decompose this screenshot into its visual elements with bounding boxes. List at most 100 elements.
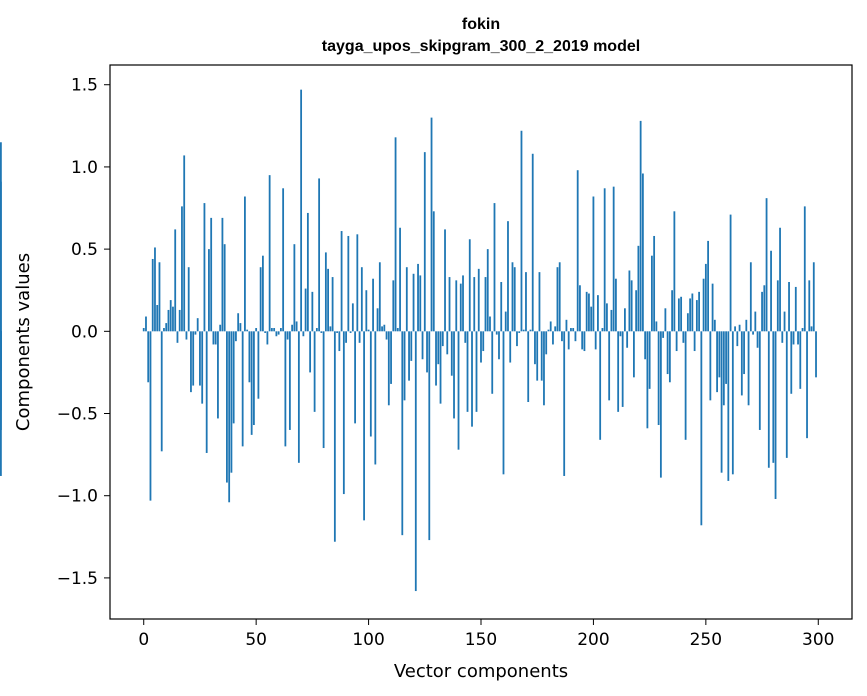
- bar: [810, 326, 813, 332]
- bar: [239, 323, 242, 332]
- bar: [417, 263, 419, 332]
- bar: [776, 280, 779, 332]
- y-tick-label: 1.0: [71, 158, 98, 178]
- bar: [219, 324, 222, 332]
- bar: [172, 306, 174, 332]
- bar: [594, 331, 597, 350]
- bar: [794, 286, 797, 332]
- bar: [486, 249, 489, 332]
- bar: [376, 308, 379, 332]
- bar: [253, 331, 255, 426]
- bar: [628, 270, 631, 332]
- bar: [226, 331, 228, 483]
- bar: [489, 316, 491, 332]
- bar: [340, 231, 343, 332]
- bar: [646, 331, 649, 429]
- bar: [421, 331, 424, 360]
- bar: [349, 331, 352, 333]
- bar: [210, 217, 213, 332]
- bar: [473, 277, 476, 332]
- bar: [655, 321, 658, 332]
- bar: [691, 293, 694, 332]
- bar: [381, 326, 383, 332]
- bar: [680, 296, 683, 332]
- bar: [459, 283, 462, 332]
- bar: [756, 331, 759, 348]
- bar: [401, 331, 404, 536]
- bar: [475, 331, 478, 412]
- bar: [194, 331, 197, 335]
- bar: [785, 331, 788, 458]
- bar: [513, 267, 516, 332]
- bar: [165, 323, 168, 332]
- bar: [673, 211, 676, 332]
- bar: [547, 329, 550, 332]
- bar: [232, 331, 235, 424]
- bar: [345, 331, 347, 343]
- bar: [565, 319, 568, 332]
- bar: [419, 275, 422, 332]
- bar: [385, 331, 388, 340]
- bar: [471, 331, 473, 427]
- bar: [707, 240, 709, 332]
- bar: [599, 331, 602, 440]
- bar: [266, 331, 269, 345]
- bar: [0, 181, 2, 332]
- bar: [545, 331, 548, 355]
- bar: [277, 331, 280, 335]
- bar: [284, 331, 287, 447]
- bar: [745, 319, 748, 332]
- bar: [540, 331, 543, 381]
- bar: [498, 331, 500, 360]
- bar: [797, 331, 799, 345]
- bar: [812, 262, 815, 332]
- bar: [358, 331, 361, 343]
- bar: [556, 267, 559, 332]
- bar: [612, 186, 615, 332]
- bar: [608, 331, 611, 401]
- bar: [781, 331, 784, 343]
- bar: [336, 331, 338, 333]
- bar: [295, 321, 298, 332]
- y-tick-label: 0.0: [71, 322, 98, 342]
- bar: [734, 326, 736, 332]
- bar: [147, 331, 150, 383]
- bar: [606, 303, 608, 332]
- bar: [583, 331, 586, 352]
- bar: [648, 331, 651, 389]
- y-tick-label: −1.5: [57, 569, 98, 589]
- bar: [534, 331, 536, 365]
- bar: [722, 331, 725, 406]
- bar: [774, 331, 777, 499]
- bar: [203, 203, 206, 332]
- bar: [181, 206, 183, 332]
- bar: [525, 272, 527, 332]
- x-tick-label: 300: [802, 630, 834, 650]
- bar: [462, 275, 464, 332]
- bar: [183, 155, 186, 332]
- bar: [502, 331, 505, 475]
- bar: [365, 290, 368, 332]
- bar: [250, 331, 253, 435]
- bar: [444, 229, 446, 332]
- chart-title: fokin: [462, 16, 500, 33]
- bar: [0, 331, 2, 368]
- bar: [327, 268, 329, 332]
- bar: [331, 277, 334, 332]
- bar: [405, 267, 408, 332]
- bar: [695, 300, 698, 332]
- bar: [767, 331, 770, 468]
- x-tick-label: 150: [465, 630, 497, 650]
- bar: [403, 331, 406, 401]
- bar: [779, 227, 781, 332]
- bar: [633, 331, 635, 378]
- bar: [677, 298, 680, 332]
- bar: [342, 331, 345, 495]
- bar: [414, 331, 417, 592]
- bar: [657, 331, 660, 426]
- bar: [145, 316, 147, 332]
- bar: [448, 277, 451, 332]
- bar: [282, 188, 285, 332]
- bar: [228, 331, 231, 503]
- bar: [174, 229, 177, 332]
